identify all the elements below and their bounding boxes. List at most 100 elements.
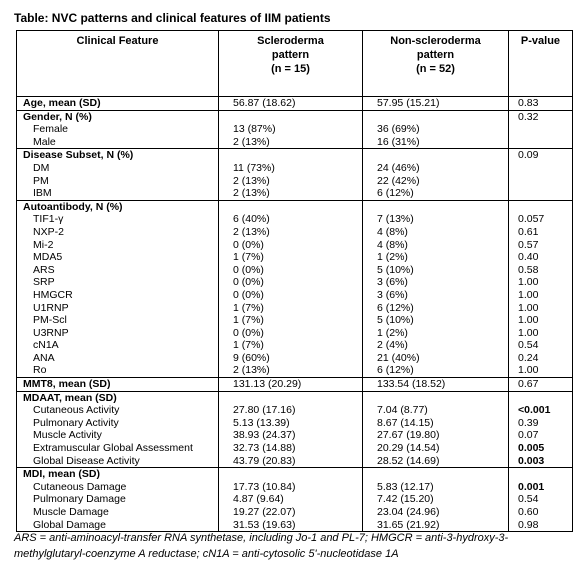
header-cell: Non-scleroderma pattern (n = 52) [362,30,509,97]
cell: 1.00 [508,326,573,340]
cell: 0.67 [508,377,573,392]
section-row: Gender, N (%) 0.32 [16,110,573,124]
cell [508,123,573,136]
row: MDA5 1 (7%) 1 (2%) 0.40 [16,251,573,264]
footnote: ARS = anti-aminoacyl-transfer RNA synthe… [14,532,509,560]
cell: 21 (40%) [362,351,509,365]
row: cN1A 1 (7%) 2 (4%) 0.54 [16,339,573,352]
cell: 0.24 [508,351,573,365]
cell: 3 (6%) [362,276,509,289]
row: Ro 2 (13%) 6 (12%) 1.00 [16,364,573,378]
row: Global Damage 31.53 (19.63) 31.65 (21.92) 0… [16,518,573,532]
row: U3RNP 0 (0%) 1 (2%) 1.00 [16,326,573,340]
cell: 32.73 (14.88) [218,442,363,455]
cell: 0 (0%) [218,238,363,252]
cell: Male [16,135,219,149]
cell: <0.001 [508,404,573,417]
cell: 5.83 (12.17) [362,480,509,494]
cell: 1.00 [508,276,573,289]
cell: Global Disease Activity [16,454,219,468]
row: Muscle Activity 38.93 (24.37) 27.67 (19.80… [16,429,573,443]
cell [508,135,573,149]
cell: 1 (7%) [218,339,363,352]
cell: NXP-2 [16,225,219,239]
cell [362,110,509,124]
cell [218,200,363,214]
table-header: Clinical Feature Scleroderma pattern (n = 1… [16,30,573,97]
table: Clinical Feature Scleroderma pattern (n = 1… [16,30,573,532]
row: Female 13 (87%) 36 (69%) [16,123,573,136]
cell: 0.54 [508,493,573,506]
row: Cutaneous Damage 17.73 (10.84) 5.83 (12.17… [16,480,573,494]
cell [218,110,363,124]
section-row: Disease Subset, N (%) 0.09 [16,148,573,162]
cell: 0 (0%) [218,288,363,302]
cell: 0.40 [508,251,573,264]
cell: 7 (13%) [362,213,509,226]
cell [508,161,573,175]
cell: ARS [16,263,219,277]
cell: Age, mean (SD) [16,96,219,111]
row: U1RNP 1 (7%) 6 (12%) 1.00 [16,301,573,315]
cell: 4.87 (9.64) [218,493,363,506]
cell: 0.07 [508,429,573,443]
cell: MDA5 [16,251,219,264]
cell: 2 (13%) [218,174,363,188]
section-row: MDAAT, mean (SD) [16,391,573,405]
cell: Autoantibody, N (%) [16,200,219,214]
row: TIF1-γ 6 (40%) 7 (13%) 0.057 [16,213,573,226]
cell: 0.09 [508,148,573,162]
cell: 0.39 [508,416,573,430]
cell: 133.54 (18.52) [362,377,509,392]
cell: PM [16,174,219,188]
cell [508,174,573,188]
cell: 0.005 [508,442,573,455]
header-line: Scleroderma [257,35,324,47]
section-row: Autoantibody, N (%) [16,200,573,214]
header-line: pattern [416,49,455,61]
cell: 0.32 [508,110,573,124]
cell: U1RNP [16,301,219,315]
cell: Female [16,123,219,136]
cell: 2 (13%) [218,135,363,149]
cell: 20.29 (14.54) [362,442,509,455]
header-line: (n = 15) [271,63,310,75]
header-line: (n = 52) [416,63,455,75]
cell [362,467,509,481]
cell: 31.65 (21.92) [362,518,509,532]
cell: 0.001 [508,480,573,494]
cell: 0.61 [508,225,573,239]
row: Pulmonary Activity 5.13 (13.39) 8.67 (14.1… [16,416,573,430]
section-row: MDI, mean (SD) [16,467,573,481]
cell: 1 (2%) [362,251,509,264]
row: Male 2 (13%) 16 (31%) [16,135,573,149]
row: Pulmonary Damage 4.87 (9.64) 7.42 (15.20) 0… [16,493,573,506]
cell: U3RNP [16,326,219,340]
row: Extramuscular Global Assessment 32.73 (14… [16,442,573,455]
header-row: Clinical Feature Scleroderma pattern (n = 1… [16,30,573,97]
cell: ANA [16,351,219,365]
cell: MDAAT, mean (SD) [16,391,219,405]
cell: Gender, N (%) [16,110,219,124]
row: Cutaneous Activity 27.80 (17.16) 7.04 (8.7… [16,404,573,417]
row: Muscle Damage 19.27 (22.07) 23.04 (24.96) 0… [16,506,573,519]
cell: 0 (0%) [218,263,363,277]
row: DM 11 (73%) 24 (46%) [16,161,573,175]
cell: 0 (0%) [218,276,363,289]
cell: MMT8, mean (SD) [16,377,219,392]
cell: Muscle Activity [16,429,219,443]
cell: 0.57 [508,238,573,252]
cell: 1 (7%) [218,314,363,327]
section: MMT8, mean (SD) 131.13 (20.29) 133.54 (18.… [16,377,573,392]
row: NXP-2 2 (13%) 4 (8%) 0.61 [16,225,573,239]
cell: 4 (8%) [362,238,509,252]
row: PM 2 (13%) 22 (42%) [16,174,573,188]
cell: 1 (7%) [218,301,363,315]
cell: 28.52 (14.69) [362,454,509,468]
table-title: Table: NVC patterns and clinical feature… [14,11,331,25]
cell: Global Damage [16,518,219,532]
cell [508,200,573,214]
section: Autoantibody, N (%) TIF1-γ 6 (40%) 7 (13%) 0… [16,200,573,378]
cell [508,467,573,481]
cell: 5 (10%) [362,263,509,277]
